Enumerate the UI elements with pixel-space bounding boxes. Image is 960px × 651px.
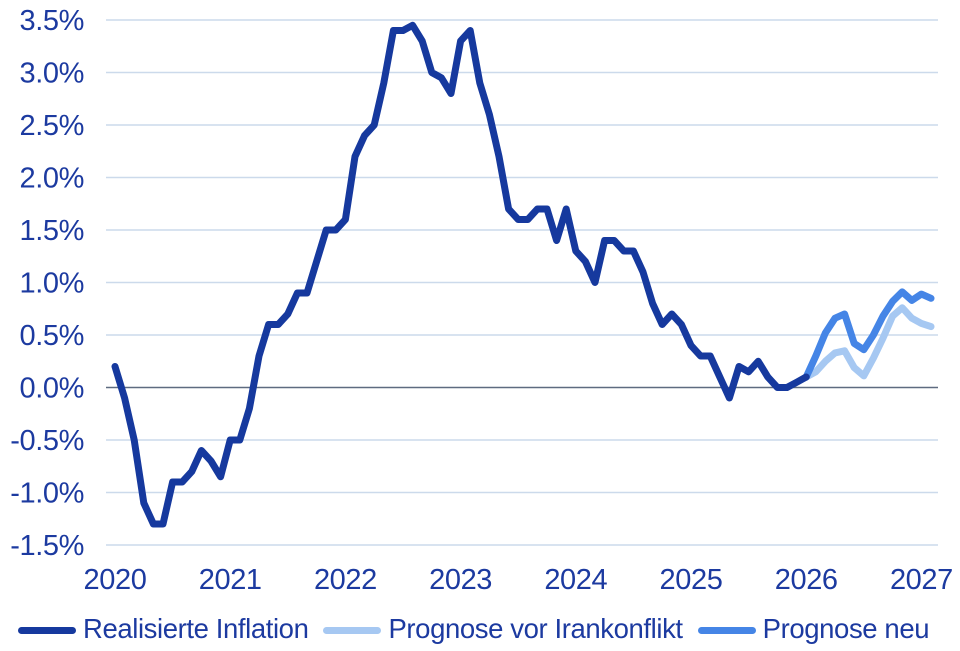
chart-plot-area: 3.5% 3.0% 2.5% 2.0% 1.5% 1.0% 0.5% 0.0% -0.5% -1.… <box>10 5 953 596</box>
x-axis-tick-label: 2027 <box>890 564 953 596</box>
series-line-forecast-new <box>802 288 935 381</box>
y-axis-tick-label: 0.5% <box>20 320 85 352</box>
legend-label: Prognose neu <box>762 612 930 644</box>
x-axis-tick-label: 2025 <box>660 564 723 596</box>
series-line-forecast-old <box>802 304 935 381</box>
x-axis-tick-label: 2020 <box>84 564 147 596</box>
series-line-realized <box>111 21 810 528</box>
y-axis-tick-label: 3.5% <box>20 5 85 37</box>
legend-swatch-icon <box>18 626 76 634</box>
y-axis-tick-label: 0.0% <box>20 373 85 405</box>
y-axis-tick-label: 1.5% <box>20 215 85 247</box>
chart-legend: Realisierte Inflation Prognose vor Iranko… <box>18 610 960 650</box>
x-axis-tick-label: 2023 <box>429 564 492 596</box>
legend-swatch-icon <box>697 626 756 634</box>
y-axis-tick-label: 1.0% <box>20 268 85 300</box>
legend-swatch-icon <box>323 626 382 634</box>
y-axis-tick-label: 2.0% <box>20 163 85 195</box>
legend-item-1: Prognose vor Irankonflikt <box>323 612 683 646</box>
x-axis-tick-label: 2026 <box>775 564 838 596</box>
y-axis-tick-label: -0.5% <box>10 425 84 457</box>
y-axis-tick-label: 3.0% <box>20 58 85 90</box>
legend-item-0: Realisierte Inflation <box>18 612 309 646</box>
y-axis-tick-label: 2.5% <box>20 110 85 142</box>
y-axis-tick-label: -1.0% <box>10 478 84 510</box>
legend-label: Realisierte Inflation <box>83 612 309 644</box>
legend-label: Prognose vor Irankonflikt <box>388 612 683 644</box>
x-axis-tick-label: 2021 <box>199 564 262 596</box>
x-axis-tick-label: 2024 <box>544 564 607 596</box>
x-axis-tick-label: 2022 <box>314 564 377 596</box>
legend-item-2: Prognose neu <box>697 612 930 646</box>
y-axis-tick-label: -1.5% <box>10 530 84 562</box>
